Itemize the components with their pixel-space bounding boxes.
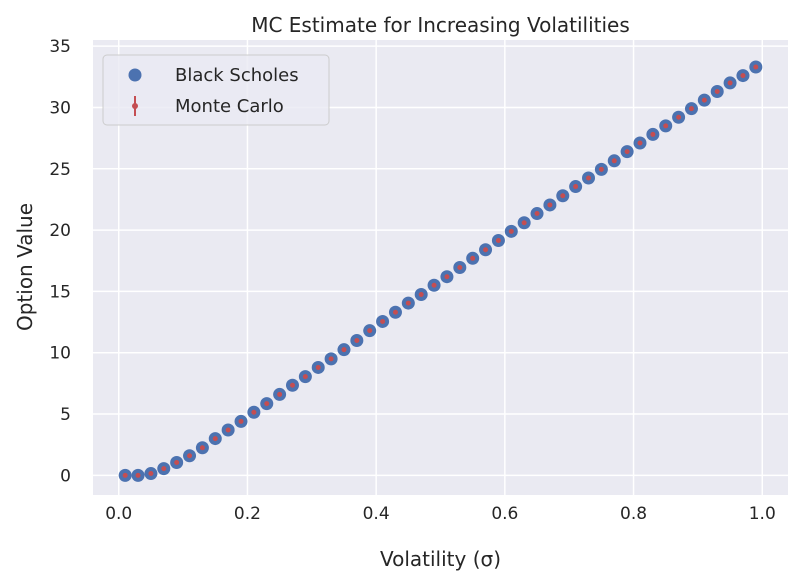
- monte-carlo-point: [457, 265, 463, 270]
- x-tick-label: 1.0: [749, 504, 776, 524]
- y-tick-label: 10: [49, 344, 71, 364]
- y-tick-label: 25: [49, 160, 71, 180]
- x-tick-label: 0.4: [363, 504, 390, 524]
- monte-carlo-point: [470, 255, 476, 261]
- x-tick-label: 0.2: [234, 504, 261, 524]
- x-tick-label: 0.8: [620, 504, 647, 524]
- monte-carlo-point: [148, 471, 154, 477]
- monte-carlo-point: [277, 391, 283, 397]
- monte-carlo-point: [405, 300, 411, 306]
- x-tick-label: 0.6: [491, 504, 518, 524]
- y-axis-label: Option Value: [13, 203, 37, 331]
- y-tick-label: 0: [60, 466, 71, 486]
- y-tick-label: 15: [49, 282, 71, 302]
- monte-carlo-point: [650, 131, 656, 137]
- legend-black-scholes-label: Black Scholes: [175, 65, 299, 86]
- monte-carlo-point: [161, 466, 167, 472]
- x-axis-label: Volatility (σ): [380, 547, 501, 571]
- monte-carlo-point: [586, 175, 592, 181]
- y-tick-label: 35: [49, 37, 71, 57]
- monte-carlo-point: [251, 409, 257, 415]
- monte-carlo-point: [688, 106, 694, 112]
- monte-carlo-point: [701, 97, 707, 103]
- legend-monte-carlo-marker: [132, 103, 138, 109]
- x-tick-label: 0.0: [105, 504, 132, 524]
- monte-carlo-series: [122, 64, 759, 478]
- y-tick-label: 5: [60, 405, 71, 425]
- monte-carlo-point: [495, 238, 501, 244]
- monte-carlo-point: [212, 436, 218, 442]
- legend-box: [102, 54, 330, 126]
- monte-carlo-point: [392, 309, 398, 315]
- monte-carlo-point: [315, 364, 321, 370]
- monte-carlo-point: [418, 291, 424, 297]
- monte-carlo-point: [225, 427, 231, 433]
- monte-carlo-point: [714, 89, 720, 95]
- monte-carlo-point: [676, 114, 682, 120]
- monte-carlo-point: [354, 337, 360, 343]
- monte-carlo-point: [521, 220, 527, 226]
- chart-title: MC Estimate for Increasing Volatilities: [251, 13, 630, 37]
- monte-carlo-point: [611, 158, 617, 164]
- monte-carlo-point: [238, 418, 244, 424]
- monte-carlo-point: [727, 80, 733, 86]
- monte-carlo-point: [380, 318, 386, 324]
- monte-carlo-point: [431, 282, 437, 288]
- y-tick-label: 20: [49, 221, 71, 241]
- monte-carlo-point: [367, 328, 373, 334]
- monte-carlo-point: [740, 73, 746, 79]
- monte-carlo-point: [122, 472, 128, 478]
- monte-carlo-point: [328, 356, 334, 362]
- monte-carlo-point: [264, 401, 270, 407]
- monte-carlo-point: [624, 149, 630, 155]
- monte-carlo-point: [341, 347, 347, 353]
- x-axis-ticks: 0.0 0.2 0.4 0.6 0.8 1.0: [105, 504, 776, 524]
- monte-carlo-point: [199, 445, 205, 451]
- monte-carlo-point: [534, 211, 540, 217]
- monte-carlo-point: [302, 374, 308, 380]
- monte-carlo-point: [663, 123, 669, 129]
- legend-monte-carlo-label: Monte Carlo: [175, 96, 284, 117]
- monte-carlo-point: [187, 453, 193, 459]
- monte-carlo-point: [483, 247, 489, 253]
- monte-carlo-point: [573, 184, 579, 190]
- monte-carlo-point: [174, 460, 180, 465]
- legend-black-scholes-marker: [128, 68, 142, 82]
- monte-carlo-point: [547, 202, 553, 208]
- monte-carlo-point: [753, 64, 759, 70]
- monte-carlo-point: [637, 140, 643, 146]
- y-tick-label: 30: [49, 98, 71, 118]
- monte-carlo-point: [444, 274, 450, 280]
- grid: [93, 40, 788, 495]
- monte-carlo-point: [508, 228, 514, 234]
- monte-carlo-point: [560, 193, 566, 199]
- y-axis-ticks: 0 5 10 15 20 25 30 35: [49, 37, 71, 486]
- monte-carlo-point: [289, 382, 295, 388]
- legend: Black Scholes Monte Carlo: [102, 54, 330, 126]
- monte-carlo-point: [135, 472, 141, 478]
- monte-carlo-point: [598, 166, 604, 172]
